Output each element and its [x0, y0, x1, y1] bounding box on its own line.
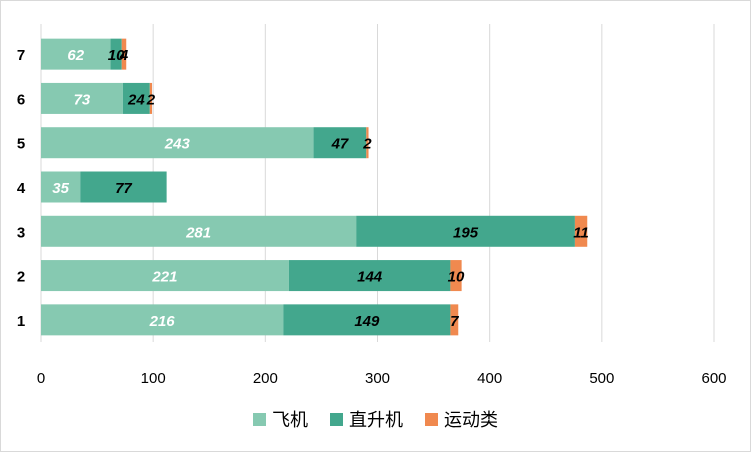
bar-segment — [574, 215, 588, 247]
x-tick-label: 300 — [365, 370, 390, 387]
data-label: 144 — [357, 269, 383, 286]
data-label: 62 — [67, 47, 84, 64]
bar-segment — [110, 38, 122, 70]
data-label: 4 — [119, 47, 129, 64]
x-tick-label: 200 — [253, 370, 278, 387]
y-axis-categories: 1 2 3 4 5 6 7 — [17, 47, 26, 330]
data-label: 195 — [453, 224, 479, 241]
data-label: 2 — [362, 136, 372, 153]
data-label: 24 — [127, 91, 145, 108]
data-label: 35 — [52, 180, 69, 197]
bar-segment — [288, 260, 451, 292]
grid-lines — [40, 24, 715, 342]
legend-label: 运动类 — [444, 410, 498, 431]
x-tick-label: 400 — [477, 370, 502, 387]
bar-segment — [450, 260, 462, 292]
bar-segment — [41, 82, 123, 114]
data-label: 10 — [448, 269, 465, 286]
legend: 飞机 直升机 运动类 — [253, 410, 498, 431]
bar-segment — [122, 82, 150, 114]
x-axis-ticks: 0 100 200 300 400 500 600 — [37, 370, 727, 387]
data-label: 11 — [573, 224, 589, 241]
bar-segment — [41, 38, 111, 70]
bar-segment — [41, 127, 314, 159]
bars — [41, 38, 588, 336]
x-tick-label: 500 — [589, 370, 614, 387]
bar-segment — [41, 260, 289, 292]
x-tick-label: 600 — [701, 370, 726, 387]
data-label: 7 — [450, 313, 459, 330]
data-label: 73 — [74, 91, 91, 108]
category-label: 2 — [17, 269, 25, 286]
data-label: 243 — [164, 136, 191, 153]
bar-segment — [41, 215, 357, 247]
category-label: 6 — [17, 91, 25, 108]
bar-segment — [313, 127, 367, 159]
x-tick-label: 100 — [141, 370, 166, 387]
data-label: 216 — [149, 313, 176, 330]
legend-swatch — [425, 413, 438, 426]
legend-swatch — [253, 413, 266, 426]
bar-segment — [41, 304, 284, 336]
legend-label: 直升机 — [349, 410, 403, 431]
bar-segment — [121, 38, 127, 70]
data-label: 10 — [108, 47, 125, 64]
bar-segment — [356, 215, 575, 247]
data-label: 149 — [354, 313, 380, 330]
x-tick-label: 0 — [37, 370, 45, 387]
legend-label: 飞机 — [272, 410, 308, 431]
category-label: 7 — [17, 47, 25, 64]
category-label: 3 — [17, 224, 25, 241]
data-label: 281 — [185, 224, 211, 241]
data-label: 77 — [115, 180, 132, 197]
category-label: 4 — [17, 180, 26, 197]
data-label: 221 — [151, 269, 177, 286]
bar-segment — [366, 127, 369, 159]
bar-segment — [80, 171, 167, 203]
category-label: 5 — [17, 136, 25, 153]
bar-segment — [149, 82, 153, 114]
legend-swatch — [330, 413, 343, 426]
data-label: 47 — [331, 136, 349, 153]
bar-segment — [283, 304, 451, 336]
bar-segment — [41, 171, 81, 203]
data-label: 2 — [146, 91, 156, 108]
category-label: 1 — [17, 313, 25, 330]
bar-segment — [450, 304, 459, 336]
